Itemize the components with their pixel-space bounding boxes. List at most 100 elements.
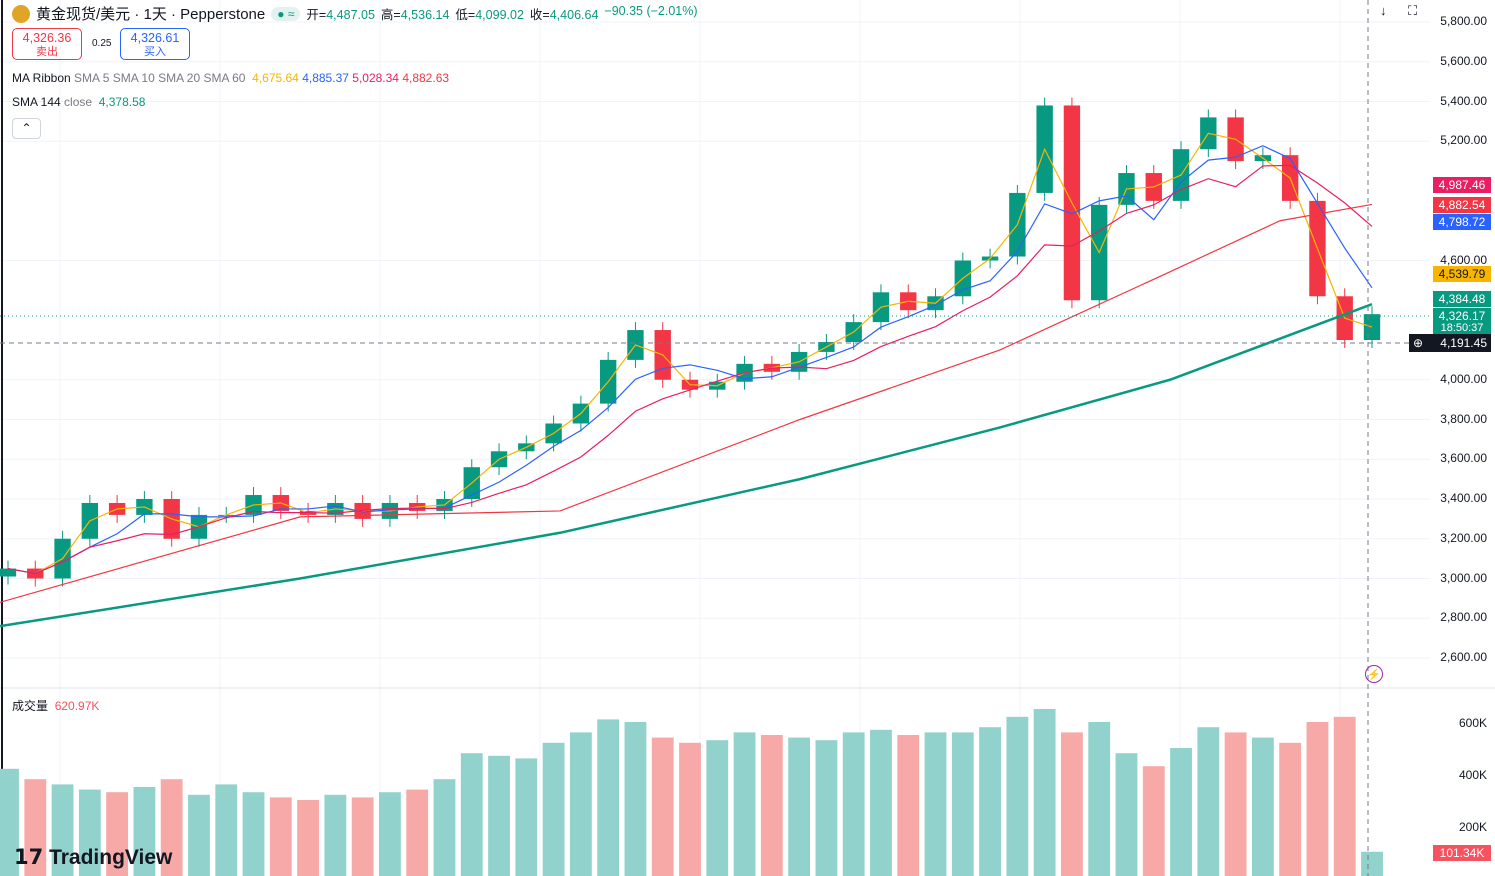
volume-bar <box>870 729 892 876</box>
volume-bar <box>897 735 920 876</box>
price-axis-label: 3,000.00 <box>1440 570 1487 585</box>
volume-axis-200k: 200K <box>1458 820 1487 834</box>
candle-body <box>0 568 17 577</box>
volume-bar <box>951 732 974 876</box>
volume-bar <box>160 779 183 876</box>
price-tag: 4,539.79 <box>1433 266 1491 282</box>
volume-bar <box>1251 737 1274 876</box>
volume-bar <box>1224 732 1247 876</box>
volume-bar <box>1279 742 1302 876</box>
price-tag: 4,326.17 <box>1433 308 1491 324</box>
sma-line <box>7 132 1373 575</box>
volume-bar <box>297 800 319 876</box>
sma-line <box>7 145 1373 575</box>
ma-ribbon-legend[interactable]: MA Ribbon SMA 5 SMA 10 SMA 20 SMA 60 4,6… <box>12 71 450 85</box>
volume-axis-400k: 400K <box>1458 768 1487 782</box>
volume-bar <box>1115 753 1138 876</box>
tradingview-logo: 𝟭𝟳 TradingView <box>14 846 173 869</box>
crosshair-price-label: ⊕ 4,191.45 <box>1409 334 1491 352</box>
volume-bar <box>1006 716 1029 876</box>
volume-bar <box>733 732 756 876</box>
volume-axis-600k: 600K <box>1458 716 1487 730</box>
volume-bar <box>679 742 701 876</box>
volume-bar <box>1061 732 1083 876</box>
lightning-icon[interactable]: ⚡ <box>1365 665 1383 683</box>
volume-bar <box>215 784 238 876</box>
price-tag: 4,987.46 <box>1433 177 1491 193</box>
price-axis-label: 5,800.00 <box>1440 14 1487 28</box>
volume-bar <box>706 740 729 876</box>
volume-bar <box>188 794 210 876</box>
market-status-icon[interactable]: ● ≈ <box>271 6 301 21</box>
volume-bar <box>379 792 401 876</box>
volume-bar <box>24 779 47 876</box>
price-axis-label: 5,400.00 <box>1440 93 1487 108</box>
volume-bar <box>597 719 620 876</box>
volume-bar <box>1197 727 1220 876</box>
volume-bar <box>1033 709 1056 876</box>
volume-bar <box>1142 766 1165 876</box>
gold-logo-icon <box>12 4 30 23</box>
volume-bar <box>269 797 292 876</box>
countdown-label: 18:50:37 <box>1433 321 1491 335</box>
volume-bar <box>1306 722 1329 876</box>
price-tag: 4,882.54 <box>1433 197 1491 213</box>
volume-bar <box>1088 722 1111 876</box>
sma144-legend[interactable]: SMA 144 close 4,378.58 <box>12 95 146 109</box>
volume-bar <box>1170 748 1192 876</box>
price-axis-label: 4,000.00 <box>1440 371 1487 386</box>
buy-button[interactable]: 4,326.61 买入 <box>120 28 190 60</box>
volume-bar <box>106 792 129 876</box>
fullscreen-icon[interactable]: ⛶ <box>1408 3 1418 18</box>
volume-bar <box>788 737 811 876</box>
price-axis-label: 2,800.00 <box>1440 610 1487 625</box>
symbol-header: 黄金现货/美元 · 1天 · Pepperstone ● ≈ 开=4,487.0… <box>12 3 698 24</box>
volume-bar <box>979 727 1001 876</box>
volume-bar <box>488 755 510 876</box>
price-axis-label: 3,400.00 <box>1440 491 1487 505</box>
sma144-line <box>0 303 1373 628</box>
sell-button[interactable]: 4,326.36 卖出 <box>12 28 82 60</box>
volume-bar <box>569 732 592 876</box>
price-axis-label: 5,600.00 <box>1440 53 1487 68</box>
add-alert-icon[interactable]: ⊕ <box>1413 336 1424 350</box>
volume-bar <box>406 789 429 876</box>
volume-bar <box>515 758 538 876</box>
sma-line <box>7 164 1373 575</box>
scroll-down-icon[interactable]: ↓ <box>1380 3 1387 18</box>
volume-bar <box>351 797 374 876</box>
collapse-legend-button[interactable]: ⌃ <box>12 118 41 139</box>
volume-bar <box>1361 851 1383 876</box>
volume-bar <box>433 779 456 876</box>
volume-bar <box>242 792 265 876</box>
volume-bar <box>760 735 783 876</box>
ohlc-values: 开=4,487.05 高=4,536.14 低=4,099.02 收=4,406… <box>306 4 698 22</box>
spread: 0.25 <box>92 38 112 49</box>
volume-bar <box>651 737 674 876</box>
price-tag: 4,798.72 <box>1433 214 1491 230</box>
price-tag: 4,384.48 <box>1433 291 1491 307</box>
volume-tag: 101.34K <box>1433 845 1491 861</box>
volume-bar <box>324 794 347 876</box>
price-axis-label: 4,600.00 <box>1440 252 1487 267</box>
volume-bar <box>78 789 101 876</box>
sma60-line <box>0 203 1373 603</box>
volume-bar <box>924 732 947 876</box>
price-axis-label: 3,800.00 <box>1440 411 1487 426</box>
volume-bar <box>0 768 19 876</box>
volume-bar <box>460 753 483 876</box>
volume-bar <box>133 787 156 876</box>
volume-bar <box>842 732 865 876</box>
price-axis-label: 5,200.00 <box>1440 133 1487 148</box>
symbol-title[interactable]: 黄金现货/美元 · 1天 · Pepperstone <box>36 6 266 23</box>
volume-bar <box>624 722 647 876</box>
volume-legend[interactable]: 成交量 620.97K <box>12 699 100 713</box>
price-axis-label: 3,200.00 <box>1440 530 1487 545</box>
price-axis-label: 2,600.00 <box>1440 650 1487 664</box>
volume-bar <box>542 742 565 876</box>
price-axis-label: 3,600.00 <box>1440 451 1487 466</box>
volume-bar <box>815 740 838 876</box>
volume-bar <box>51 784 74 876</box>
volume-bar <box>1333 716 1356 876</box>
